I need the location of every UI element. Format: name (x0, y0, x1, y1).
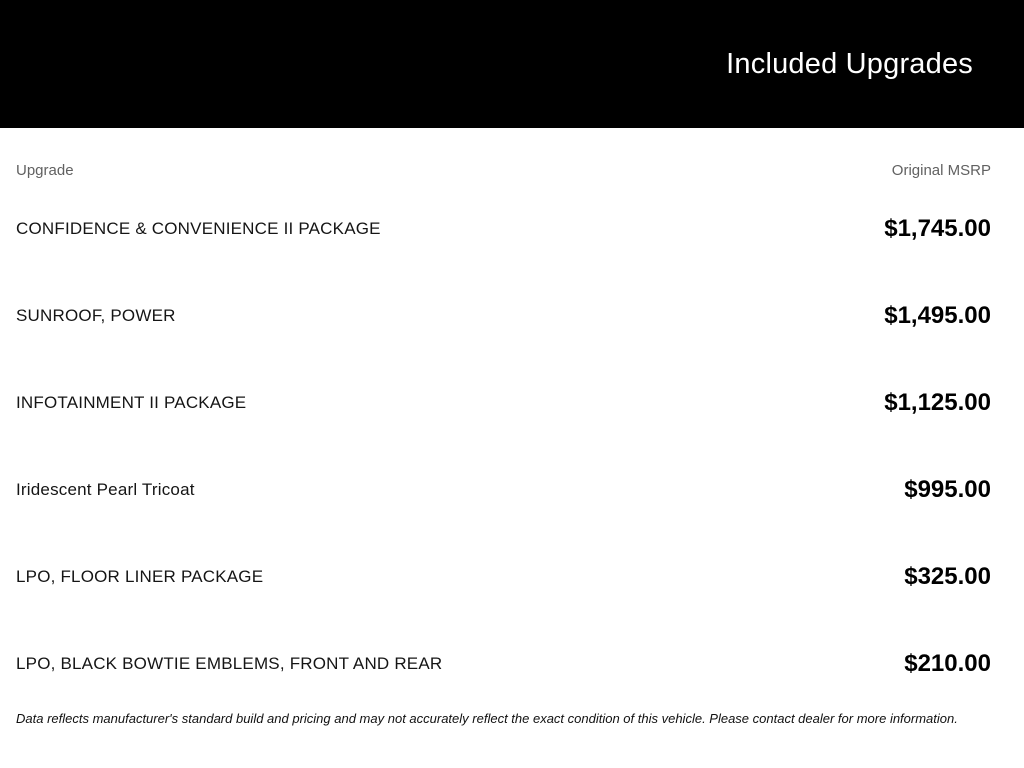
table-row: INFOTAINMENT II PACKAGE $1,125.00 (16, 359, 991, 446)
upgrade-name: LPO, BLACK BOWTIE EMBLEMS, FRONT AND REA… (16, 653, 443, 673)
disclaimer-text: Data reflects manufacturer's standard bu… (16, 711, 958, 726)
upgrade-name: CONFIDENCE & CONVENIENCE II PACKAGE (16, 218, 381, 238)
upgrade-name: LPO, FLOOR LINER PACKAGE (16, 566, 264, 586)
upgrade-msrp: $1,495.00 (884, 301, 991, 329)
table-row: LPO, FLOOR LINER PACKAGE $325.00 (16, 533, 991, 620)
upgrade-msrp: $325.00 (904, 562, 991, 590)
table-column-headers: Upgrade Original MSRP (16, 162, 991, 179)
table-row: LPO, BLACK BOWTIE EMBLEMS, FRONT AND REA… (16, 620, 991, 707)
table-row: SUNROOF, POWER $1,495.00 (16, 272, 991, 359)
upgrade-msrp: $995.00 (904, 475, 991, 503)
upgrade-msrp: $210.00 (904, 649, 991, 677)
column-header-upgrade: Upgrade (16, 162, 74, 179)
column-header-original-msrp: Original MSRP (891, 162, 991, 179)
upgrade-name: INFOTAINMENT II PACKAGE (16, 392, 247, 412)
upgrade-name: SUNROOF, POWER (16, 305, 176, 325)
upgrades-content: Upgrade Original MSRP CONFIDENCE & CONVE… (0, 128, 1024, 768)
upgrades-list: CONFIDENCE & CONVENIENCE II PACKAGE $1,7… (16, 185, 991, 707)
upgrade-msrp: $1,745.00 (884, 214, 991, 242)
header-bar: Included Upgrades (0, 0, 1024, 128)
table-row: CONFIDENCE & CONVENIENCE II PACKAGE $1,7… (16, 185, 991, 272)
upgrade-name: Iridescent Pearl Tricoat (16, 479, 195, 499)
page-title: Included Upgrades (726, 47, 973, 80)
table-row: Iridescent Pearl Tricoat $995.00 (16, 446, 991, 533)
upgrade-msrp: $1,125.00 (884, 388, 991, 416)
